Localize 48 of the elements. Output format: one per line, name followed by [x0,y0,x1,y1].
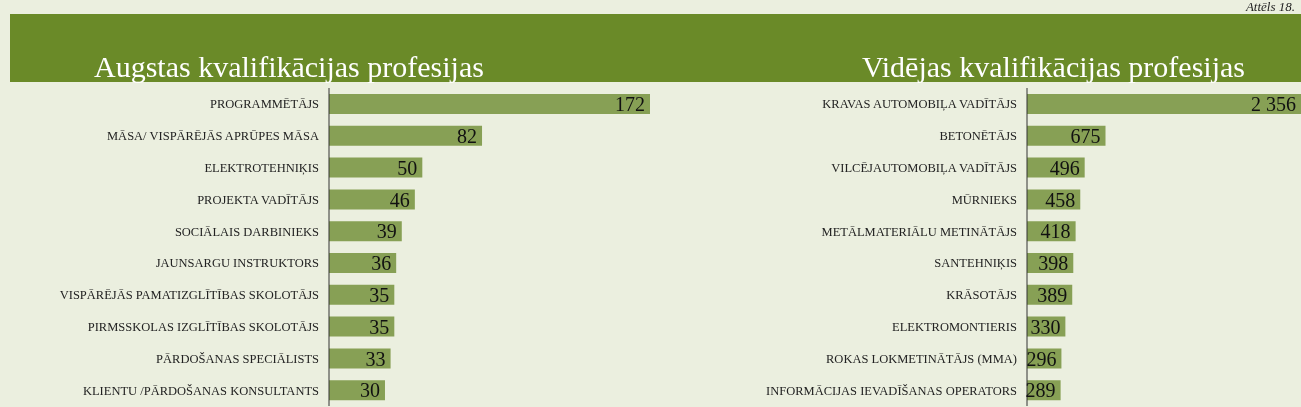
data-label: 33 [365,347,386,370]
data-label: 675 [1070,124,1101,147]
y-tick-label: KRAVAS AUTOMOBIĻA VADĪTĀJS [822,97,1018,112]
data-label: 496 [1049,156,1080,179]
y-tick-label: ELEKTROMONTIERIS [892,319,1018,334]
data-label: 418 [1040,220,1071,243]
data-label: 458 [1045,188,1076,211]
y-tick-label: SOCIĀLAIS DARBINIEKS [174,224,320,239]
data-label: 39 [376,220,397,243]
data-label: 82 [457,124,478,147]
data-label: 289 [1025,379,1056,402]
bar [1027,94,1301,114]
data-label: 398 [1038,252,1069,275]
data-label: 35 [369,315,390,338]
y-tick-label: BETONĒTĀJS [939,129,1018,144]
y-tick-label: KLIENTU /PĀRDOŠANAS KONSULTANTS [82,383,320,398]
y-tick-label: SANTEHNIĶIS [934,256,1018,271]
y-tick-label: METĀLMATERIĀLU METINĀTĀJS [821,224,1018,239]
data-label: 330 [1030,315,1061,338]
data-label: 172 [615,93,645,116]
data-label: 2 356 [1251,93,1296,116]
bar [329,189,415,210]
data-label: 30 [359,379,380,402]
chart-title: Augstas kvalifikācijas profesijas [93,50,485,84]
y-tick-label: PIRMSSKOLAS IZGLĪTĪBAS SKOLOTĀJS [87,319,320,334]
chart-title: Vidējas kvalifikācijas profesijas [860,50,1246,84]
text: Attēls 18. [1245,0,1295,15]
data-label: 389 [1037,283,1068,306]
y-tick-label: MĀSA/ VISPĀRĒJĀS APRŪPES MĀSA [107,129,319,144]
y-tick-label: KRĀSOTĀJS [946,288,1018,303]
bar [329,157,423,178]
bar [329,125,483,146]
data-label: 46 [389,188,410,211]
y-tick-label: PĀRDOŠANAS SPECIĀLISTS [156,351,320,366]
bar [329,94,650,114]
y-tick-label: ROKAS LOKMETINĀTĀJS (MMA) [826,351,1017,366]
data-label: 36 [371,252,392,275]
y-tick-label: MŪRNIEKS [951,192,1018,207]
y-tick-label: PROGRAMMĒTĀJS [209,97,320,112]
data-label: 35 [369,283,390,306]
data-label: 296 [1026,347,1057,370]
y-tick-label: VISPĀRĒJĀS PAMATIZGLĪTĪBAS SKOLOTĀJS [59,288,320,303]
y-tick-label: VILCĒJAUTOMOBIĻA VADĪTĀJS [831,160,1018,175]
data-label: 50 [397,156,418,179]
y-tick-label: PROJEKTA VADĪTĀJS [197,192,320,207]
y-tick-label: ELEKTROTEHNIĶIS [204,160,320,175]
y-tick-label: JAUNSARGU INSTRUKTORS [155,256,320,271]
y-tick-label: INFORMĀCIJAS IEVADĪŠANAS OPERATORS [766,383,1018,398]
